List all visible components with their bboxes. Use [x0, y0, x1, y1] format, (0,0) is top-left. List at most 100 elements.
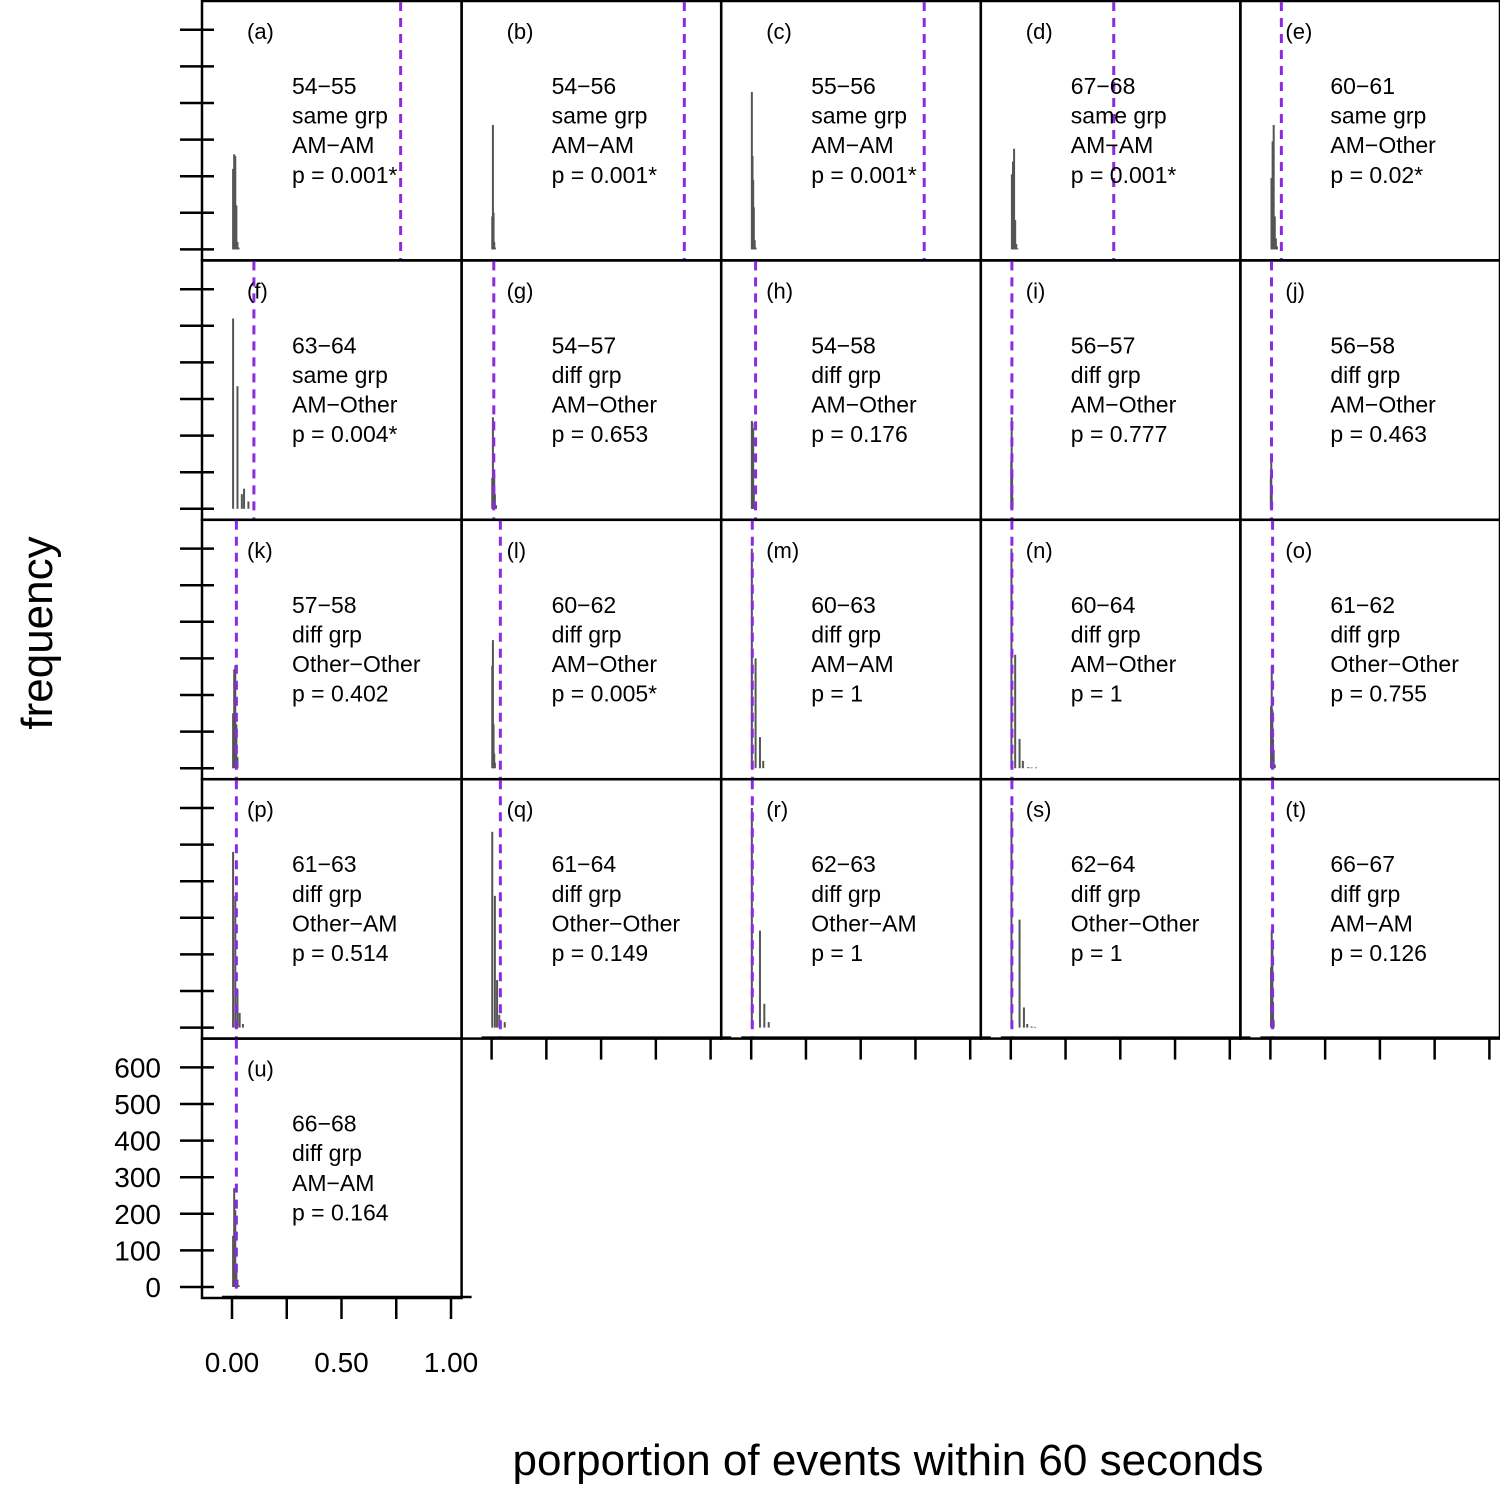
histogram-bar: [233, 154, 236, 250]
group-label: diff grp: [1330, 362, 1400, 388]
panel-tag: (i): [1026, 278, 1046, 303]
panel-tag: (j): [1285, 278, 1305, 303]
panel-b: (b) 54−56 same grp AM−AM p = 0.001*: [460, 0, 723, 262]
histogram-bar: [1021, 760, 1024, 769]
pair-label: 56−58: [1330, 332, 1395, 358]
p-value-label: p = 1: [1071, 681, 1123, 707]
histogram-bar: [232, 1235, 235, 1287]
p-value-label: p = 0.001*: [292, 162, 398, 188]
group-label: same grp: [552, 103, 648, 129]
histogram-bar: [1030, 1026, 1033, 1028]
histogram-bar: [238, 1012, 241, 1028]
histogram-bar: [754, 658, 757, 769]
p-value-label: p = 0.176: [811, 421, 908, 447]
panel-k: (k) 57−58 diff grp Other−Other p = 0.402: [200, 518, 463, 781]
histogram-bar: [235, 1265, 238, 1287]
panel-tag: (r): [766, 797, 788, 822]
types-label: Other−Other: [1330, 651, 1459, 677]
p-value-label: p = 0.126: [1330, 940, 1427, 966]
histogram-bars: [1269, 457, 1274, 509]
panel-frame: [1239, 0, 1500, 262]
panel-t: (t) 66−67 diff grp AM−AM p = 0.126: [1239, 777, 1500, 1040]
types-label: AM−Other: [552, 651, 658, 677]
p-value-label: p = 0.001*: [811, 162, 917, 188]
pair-label: 60−61: [1330, 73, 1395, 99]
histogram-bar: [491, 124, 494, 250]
p-value-label: p = 0.402: [292, 681, 389, 707]
histogram-bars: [1010, 417, 1014, 509]
histogram-bar: [1014, 220, 1017, 250]
panel-tag: (b): [507, 19, 534, 44]
p-value-label: p = 0.001*: [1071, 162, 1177, 188]
panel-g: (g) 54−57 diff grp AM−Other p = 0.653: [460, 259, 723, 522]
types-label: AM−AM: [811, 132, 893, 158]
histogram-bars: [750, 92, 757, 250]
histogram-bar: [1010, 417, 1013, 509]
group-label: diff grp: [1330, 881, 1400, 907]
pair-label: 60−63: [811, 592, 876, 618]
group-label: diff grp: [811, 362, 881, 388]
histogram-bar: [1018, 738, 1021, 769]
panel-tag: (l): [507, 538, 527, 563]
histogram-bars: [1270, 124, 1278, 250]
histogram-bars: [232, 851, 244, 1028]
panel-frame: [719, 259, 983, 522]
panel-tag: (h): [766, 278, 793, 303]
pair-label: 67−68: [1071, 73, 1136, 99]
pair-label: 55−56: [811, 73, 876, 99]
panel-d: (d) 67−68 same grp AM−AM p = 0.001*: [979, 0, 1242, 262]
types-label: Other−AM: [292, 910, 397, 936]
panel-grid: (a) 54−55 same grp AM−AM p = 0.001* (b) 54−56 s…: [200, 0, 1500, 1300]
types-label: AM−AM: [811, 651, 893, 677]
histogram-bar: [491, 417, 494, 509]
panel-s: (s) 62−64 diff grp Other−Other p = 1: [979, 777, 1242, 1040]
histogram-bar: [1273, 764, 1276, 769]
histogram-bar: [1274, 238, 1277, 250]
group-label: same grp: [292, 103, 388, 129]
histogram-bars: [750, 808, 770, 1028]
histogram-bar: [494, 505, 497, 509]
panel-q: (q) 61−64 diff grp Other−Other p = 0.149: [460, 777, 723, 1040]
histogram-bar: [1271, 939, 1274, 1028]
histogram-bar: [752, 428, 755, 509]
panel-tag: (t): [1285, 797, 1306, 822]
histogram-bar: [754, 247, 757, 250]
histogram-bar: [493, 753, 496, 769]
histogram-bar: [236, 242, 239, 250]
p-value-label: p = 0.755: [1330, 681, 1427, 707]
pair-label: 60−62: [552, 592, 617, 618]
types-label: Other−Other: [292, 651, 421, 677]
panel-f: (f) 63−64 same grp AM−Other p = 0.004*: [200, 259, 463, 522]
histogram-bar: [232, 713, 235, 769]
group-label: diff grp: [811, 881, 881, 907]
histogram-bars: [232, 318, 250, 509]
panel-frame: [200, 518, 463, 781]
panel-tag: (n): [1026, 538, 1053, 563]
x-axis-title: porportion of events within 60 seconds: [513, 1436, 1264, 1485]
panel-tag: (s): [1026, 797, 1052, 822]
pair-label: 66−67: [1330, 851, 1395, 877]
histogram-bar: [247, 501, 250, 509]
types-label: AM−Other: [811, 392, 917, 418]
types-label: Other−Other: [552, 910, 681, 936]
histogram-bar: [1013, 148, 1016, 250]
histogram-bar: [232, 318, 235, 509]
y-tick-label: 100: [114, 1235, 161, 1266]
types-label: AM−AM: [552, 132, 634, 158]
types-label: AM−Other: [1330, 392, 1436, 418]
histogram-bar: [763, 1003, 766, 1028]
group-label: diff grp: [552, 621, 622, 647]
y-tick-label: 500: [114, 1089, 161, 1120]
y-tick-label: 300: [114, 1162, 161, 1193]
histogram-bar: [491, 640, 494, 769]
panel-frame: [979, 0, 1242, 262]
p-value-label: p = 0.777: [1071, 421, 1168, 447]
panel-tag: (u): [247, 1057, 274, 1082]
panel-h: (h) 54−58 diff grp AM−Other p = 0.176: [719, 259, 983, 522]
p-value-label: p = 0.653: [552, 421, 649, 447]
histogram-bar: [752, 207, 755, 250]
histogram-bar: [237, 1285, 240, 1287]
histogram-bar: [503, 1022, 506, 1028]
panel-l: (l) 60−62 diff grp AM−Other p = 0.005*: [460, 518, 723, 781]
histogram-bars: [1010, 808, 1036, 1028]
